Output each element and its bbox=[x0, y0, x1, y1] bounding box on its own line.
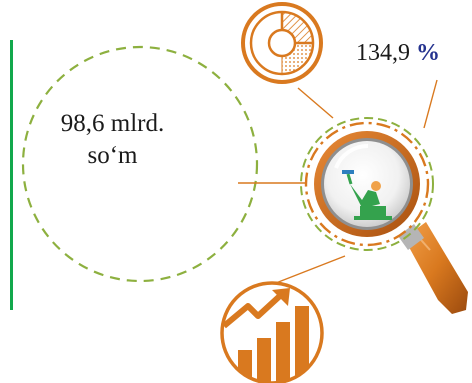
amount-dashed-circle bbox=[21, 45, 259, 283]
magnifier-icon bbox=[300, 117, 468, 314]
left-accent-bar bbox=[10, 40, 13, 310]
amount-line1: 98,6 mlrd. bbox=[60, 110, 165, 137]
worker-icon bbox=[342, 170, 392, 220]
growth-value: 134,9 bbox=[356, 40, 410, 66]
amount-line2: so‘m bbox=[87, 142, 138, 169]
amount-label: 98,6 mlrd. so‘m bbox=[40, 108, 185, 172]
connector-pie bbox=[297, 87, 334, 119]
connector-percent bbox=[423, 79, 438, 129]
growth-label: 134,9% bbox=[356, 40, 440, 67]
pie-chart-icon bbox=[241, 2, 323, 84]
growth-chart-icon bbox=[220, 281, 324, 383]
growth-unit: % bbox=[416, 40, 440, 66]
